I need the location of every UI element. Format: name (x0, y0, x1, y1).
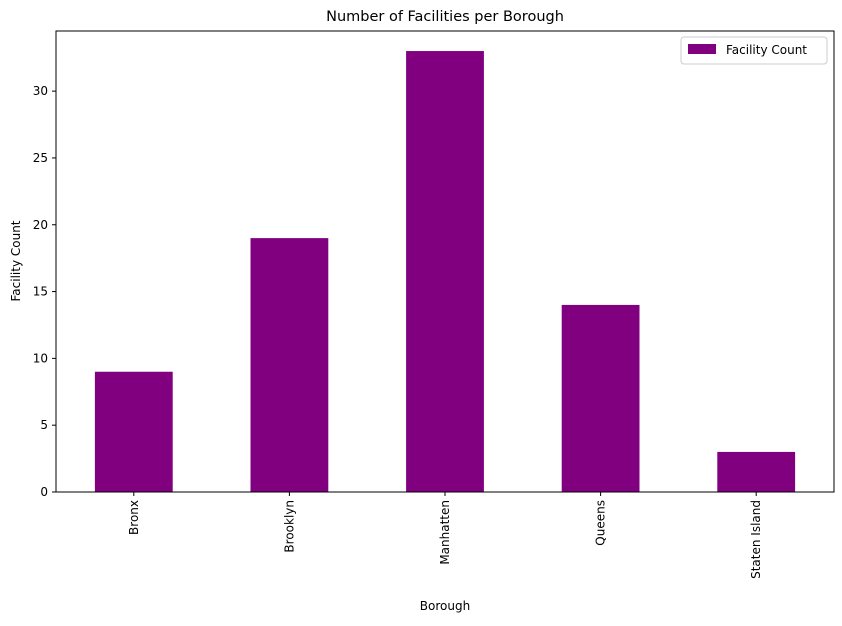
plot-frame (55, 30, 835, 493)
y-axis: 0 5 10 15 20 25 30 (33, 84, 56, 499)
x-tick-label: Queens (594, 500, 608, 546)
legend: Facility Count (680, 36, 828, 65)
y-tick-label: 0 (40, 485, 48, 499)
bar-manhatten (406, 51, 484, 492)
y-tick-label: 10 (33, 351, 48, 365)
y-tick-label: 20 (33, 218, 48, 232)
bars-layer (94, 51, 796, 492)
y-axis-label: Facility Count (9, 220, 23, 301)
legend-label: Facility Count (726, 43, 807, 57)
y-tick-label: 30 (33, 84, 48, 98)
legend-box (680, 36, 828, 65)
y-tick-label: 5 (40, 418, 48, 432)
y-tick-label: 15 (33, 285, 48, 299)
y-tick-label: 25 (33, 151, 48, 165)
x-tick-label: Bronx (127, 500, 141, 535)
bar-bronx (94, 371, 173, 492)
bar-staten-island (717, 451, 796, 492)
bar-queens (561, 304, 640, 492)
x-tick-label: Manhatten (438, 500, 452, 565)
x-tick-label: Brooklyn (282, 500, 296, 553)
legend-swatch (688, 44, 716, 54)
chart-title: Number of Facilities per Borough (326, 9, 564, 25)
x-tick-label: Staten Island (749, 500, 763, 579)
x-axis-label: Borough (420, 599, 470, 613)
bar-brooklyn (250, 238, 329, 492)
x-axis: Bronx Brooklyn Manhatten Queens Staten Islan… (127, 492, 763, 579)
